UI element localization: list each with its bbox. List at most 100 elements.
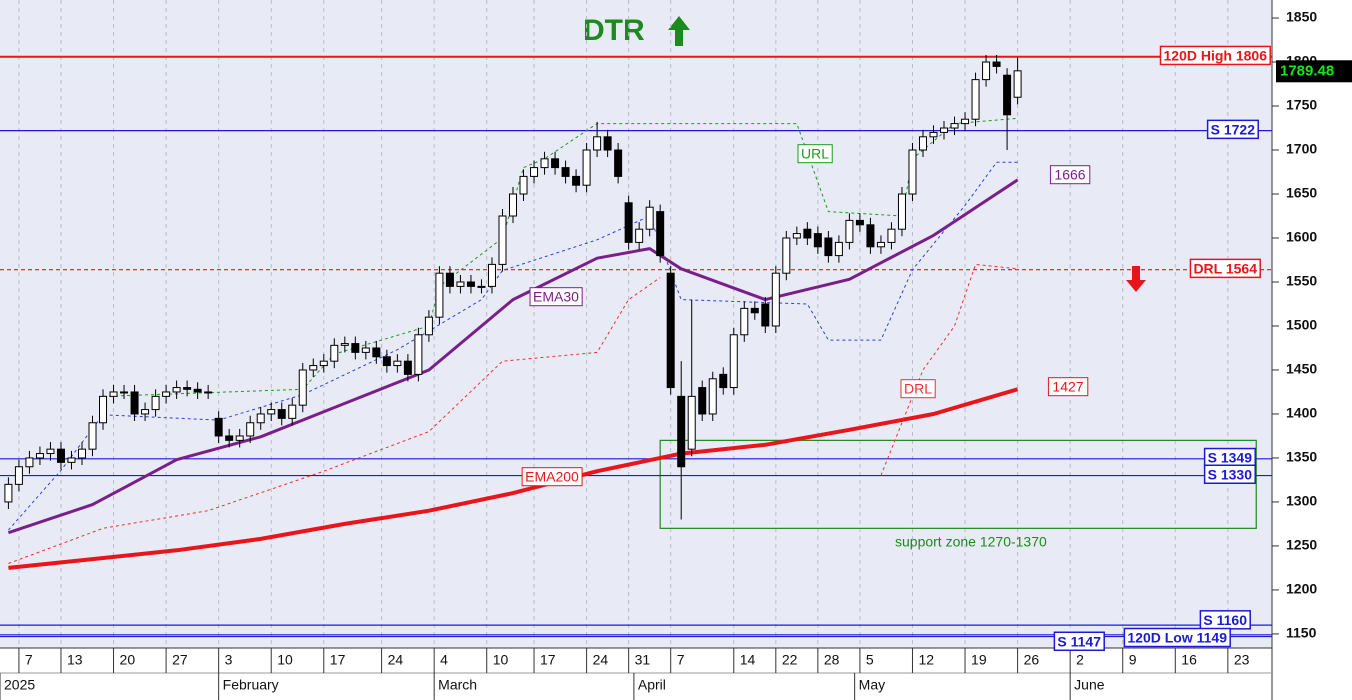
level-label: DRL 1564 [1193,260,1257,276]
candle-body [340,343,349,346]
candle-body [477,285,486,288]
candle-body [351,343,360,353]
candle-body [445,272,454,287]
level-label: S 1722 [1211,121,1256,137]
candle-body [77,448,86,459]
candle-body [519,175,528,195]
x-tick-label: 4 [440,652,448,668]
candle-body [361,347,370,353]
line-name-box [900,379,936,399]
x-tick-label: 12 [918,652,934,668]
candle-body [961,118,970,125]
candle-body [582,149,591,186]
x-tick-label: 24 [593,652,609,668]
candle-body [509,193,518,217]
zone-label: support zone 1270-1370 [895,534,1047,550]
candle-body [666,272,675,389]
x-tick-label: 7 [25,652,33,668]
x-axis-background [0,648,1272,700]
y-tick-label: 1250 [1286,537,1317,553]
x-tick-label: 17 [540,652,556,668]
candle-body [183,387,192,390]
candle-body [393,360,402,367]
candle-body [288,404,297,419]
plot-background [0,0,1272,648]
month-label: March [438,677,477,693]
candle-body [67,457,76,463]
y-tick-label: 1300 [1286,493,1317,509]
x-tick-label: 2 [1076,652,1084,668]
candle-body [687,395,696,450]
candle-body [677,395,686,468]
candle-body [698,387,707,415]
y-tick-label: 1200 [1286,581,1317,597]
candle-body [635,228,644,243]
x-tick-label: 13 [67,652,83,668]
x-tick-label: 9 [1129,652,1137,668]
indicator-line [8,263,1018,564]
candle-body [918,136,927,151]
y-tick-label: 1150 [1286,625,1317,641]
candle-body [151,395,160,411]
candle-body [803,228,812,239]
level-label: 120D Low 1149 [1127,630,1227,646]
month-label: May [859,677,885,693]
candle-body [982,61,991,81]
candle-body [309,365,318,371]
candle-body [246,422,255,437]
down-arrow [1126,266,1146,292]
candle-body [572,175,581,186]
candle-body [88,422,97,450]
x-tick-label: 3 [225,652,233,668]
candle-body [866,224,875,248]
candle-body [530,167,539,177]
candle-body [319,360,328,367]
x-tick-label: 22 [782,652,798,668]
x-tick-label: 10 [277,652,293,668]
x-tick-label: 14 [740,652,756,668]
x-tick-label: 16 [1181,652,1197,668]
chart-title: DTR [583,14,645,47]
candle-body [729,334,738,389]
candle-body [382,356,391,367]
x-tick-label: 27 [172,652,188,668]
y-tick-label: 1350 [1286,449,1317,465]
month-label: February [223,677,279,693]
line-name: URL [801,146,829,162]
candle-body [719,373,728,389]
level-label: S 1330 [1208,466,1253,482]
x-tick-label: 23 [1234,652,1250,668]
candle-body [614,149,623,177]
candle-body [4,483,13,503]
candle-body [1013,70,1022,98]
candle-body [214,417,223,437]
candle-body [940,127,949,133]
candle-body [172,387,181,393]
line-last-label: 1666 [1054,167,1085,183]
line-name-box [521,467,583,487]
candle-body [824,237,833,257]
last-price: 1789.48 [1280,62,1334,79]
candle-body [645,206,654,230]
candle-body [708,378,717,415]
candle-body [372,347,381,358]
last-price-box [1276,60,1352,83]
candle-body [162,391,171,397]
x-tick-label: 5 [866,652,874,668]
support-zone [659,439,1257,529]
y-tick-label: 1550 [1286,273,1317,289]
candle-body [855,219,864,226]
candle-body [876,241,885,248]
level-label-box [1123,627,1231,648]
candle-body [141,409,150,415]
line-name: EMA200 [525,469,579,485]
x-tick-label: 28 [824,652,840,668]
y-tick-label: 1750 [1286,97,1317,113]
month-label: April [638,677,666,693]
candle-body [204,391,213,394]
x-tick-label: 19 [971,652,987,668]
line-last-label: 1427 [1052,379,1083,395]
grid: 1150 1200 1250 1300 1350 1400 1450 1500 1550 1600… [0,0,1317,700]
y-tick-label: 1850 [1286,9,1317,25]
